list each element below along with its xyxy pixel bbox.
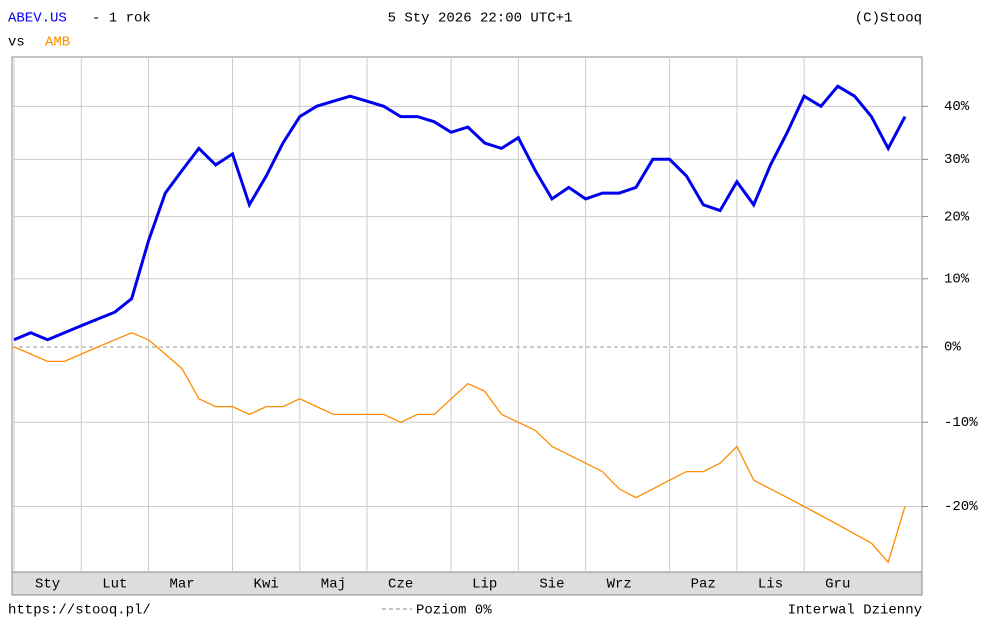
y-tick-label: 30%: [944, 152, 970, 168]
x-tick-label: Cze: [388, 577, 413, 593]
x-tick-label: Maj: [321, 577, 346, 593]
y-tick-label: -20%: [944, 499, 978, 515]
credit: (C)Stooq: [855, 11, 922, 27]
x-tick-label: Lis: [758, 577, 783, 593]
x-tick-label: Mar: [170, 577, 195, 593]
x-tick-label: Paz: [691, 577, 716, 593]
interval: Interwal Dzienny: [788, 603, 922, 619]
x-tick-label: Wrz: [607, 577, 632, 593]
y-tick-label: -10%: [944, 415, 978, 431]
plot-frame: [11, 56, 923, 573]
series-2-name: AMB: [45, 35, 70, 51]
zero-line-label: Poziom 0%: [416, 603, 492, 619]
series-line: [13, 84, 907, 342]
x-axis-strip: [11, 571, 923, 596]
vs-label: vs: [8, 35, 25, 51]
series-1-name: ABEV.US: [8, 11, 67, 27]
x-tick-label: Sty: [35, 577, 60, 593]
y-tick-label: 0%: [944, 340, 961, 356]
x-tick-label: Kwi: [254, 577, 279, 593]
chart-title: 5 Sty 2026 22:00 UTC+1: [388, 11, 573, 27]
y-tick-label: 20%: [944, 209, 970, 225]
series-line: [13, 332, 906, 564]
source: https://stooq.pl/: [8, 603, 151, 619]
x-tick-label: Sie: [539, 577, 564, 593]
y-tick-label: 40%: [944, 99, 970, 115]
x-tick-label: Gru: [825, 577, 850, 593]
x-tick-label: Lip: [472, 577, 497, 593]
y-tick-label: 10%: [944, 271, 970, 287]
x-tick-label: Lut: [102, 577, 127, 593]
period: - 1 rok: [92, 11, 151, 27]
